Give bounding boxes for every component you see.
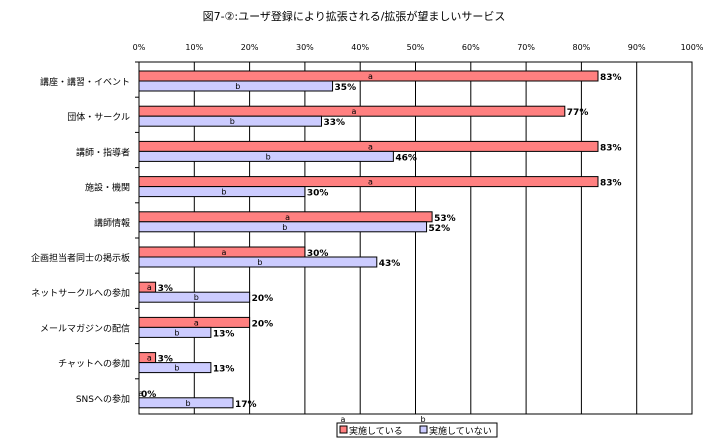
category-label: 団体・サークル <box>67 111 130 123</box>
bar-series-1 <box>138 176 599 188</box>
x-tick-label: 70% <box>517 43 535 52</box>
bar-marker: a <box>368 178 373 187</box>
bar-marker: a <box>221 248 226 257</box>
data-label: 0% <box>141 390 156 400</box>
bar-marker: b <box>174 328 179 337</box>
data-label: 83% <box>600 179 622 189</box>
category-label: 施設・機関 <box>85 182 130 194</box>
chart-title: 図7-②:ユーザ登録により拡張される/拡張が望ましいサービス <box>203 9 506 23</box>
bar-marker: b <box>174 364 179 373</box>
bar-marker: a <box>194 318 199 327</box>
data-label: 43% <box>379 259 401 269</box>
data-label: 20% <box>252 294 274 304</box>
category-label: ネットサークルへの参加 <box>31 287 130 299</box>
category-label: 講師・指導者 <box>76 146 130 158</box>
data-label: 13% <box>213 365 235 375</box>
category-labels: 講座・講習・イベント団体・サークル講師・指導者施設・機関講師情報企画担当者同士の… <box>31 61 139 405</box>
legend-marker: b <box>420 415 425 424</box>
category-label: SNSへの参加 <box>76 393 130 405</box>
bar-series-2 <box>138 397 234 409</box>
data-label: 20% <box>252 319 274 329</box>
data-label: 33% <box>323 118 345 128</box>
category-label: 講座・講習・イベント <box>40 76 130 88</box>
bar-marker: b <box>230 117 235 126</box>
legend-marker: a <box>341 415 346 424</box>
data-label: 46% <box>395 153 417 163</box>
data-label: 30% <box>307 189 329 199</box>
bar-series-2 <box>138 291 251 303</box>
bar-series-2 <box>138 150 394 162</box>
x-tick-label: 80% <box>573 43 591 52</box>
bar-series-2 <box>138 256 378 268</box>
bar-marker: a <box>351 107 356 116</box>
bar-marker: a <box>368 72 373 81</box>
bar-marker: b <box>266 152 271 161</box>
data-label: 17% <box>235 400 257 410</box>
bar-marker: b <box>235 82 240 91</box>
x-tick-label: 20% <box>241 43 259 52</box>
data-label: 3% <box>158 284 173 294</box>
bar-marker: a <box>139 389 144 398</box>
data-label: 83% <box>600 143 622 153</box>
data-label: 35% <box>335 83 357 93</box>
x-tick-label: 50% <box>407 43 425 52</box>
x-tick-label: 10% <box>185 43 203 52</box>
category-label: 講師情報 <box>94 217 130 229</box>
x-tick-label: 0% <box>133 43 146 52</box>
bar-marker: b <box>185 399 190 408</box>
data-label: 52% <box>429 224 451 234</box>
category-label: チャットへの参加 <box>58 358 130 370</box>
data-label: 53% <box>434 214 456 224</box>
bar-series-2 <box>138 186 306 198</box>
legend-label: 実施している <box>349 425 403 437</box>
bar-series-2 <box>138 80 334 92</box>
bar-marker: b <box>282 223 287 232</box>
x-tick-label: 40% <box>351 43 369 52</box>
bar-marker: a <box>368 142 373 151</box>
x-tick-label: 30% <box>296 43 314 52</box>
x-axis-ticks: 0% 10% 20% 30% 40% 50% 60% 70% 80% 90% 100% <box>133 43 704 52</box>
x-tick-label: 100% <box>681 43 704 52</box>
bar-marker: a <box>285 213 290 222</box>
x-tick-label: 90% <box>628 43 646 52</box>
x-tick-label: 60% <box>462 43 480 52</box>
data-label: 13% <box>213 329 235 339</box>
bar-series-1 <box>138 70 599 82</box>
bar-series-1 <box>138 105 566 117</box>
bar-marker: b <box>221 188 226 197</box>
bar-series-2 <box>138 115 322 127</box>
bar-series-2 <box>138 221 428 233</box>
legend-box <box>336 422 498 438</box>
bar-marker: a <box>147 283 152 292</box>
bar-marker: b <box>194 293 199 302</box>
category-label: メールマガジンの配信 <box>40 322 130 334</box>
data-label: 83% <box>600 73 622 83</box>
bar-marker: a <box>147 354 152 363</box>
legend-swatch <box>339 425 348 434</box>
bar-marker: b <box>257 258 262 267</box>
bar-series-2 <box>138 362 212 374</box>
bars: a 83% b 35% a 77% b 33% a 83% b 46% a 83% b 30% a 53% b 52%… <box>138 70 622 410</box>
data-label: 30% <box>307 249 329 259</box>
data-label: 3% <box>158 355 173 365</box>
data-label: 77% <box>567 108 589 118</box>
category-label: 企画担当者同士の掲示板 <box>31 252 130 264</box>
bar-series-2 <box>138 326 212 338</box>
legend-swatch <box>419 425 428 434</box>
legend-label: 実施していない <box>429 425 492 437</box>
